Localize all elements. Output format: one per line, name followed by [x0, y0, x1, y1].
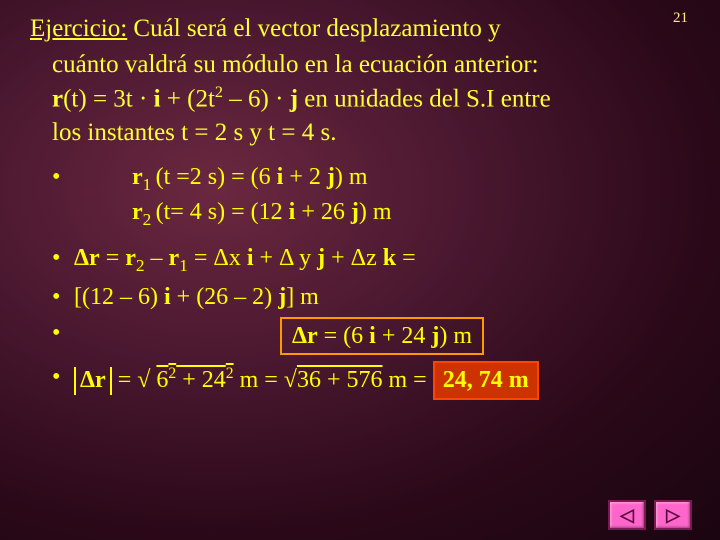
bullet-dot: •: [52, 161, 74, 193]
r2-m2: + 26: [295, 199, 351, 225]
bullet-numeric: • [(12 – 6) i + (26 – 2) j] m: [52, 281, 690, 313]
r1-j: j: [327, 164, 335, 190]
res-d: Δ: [292, 323, 307, 349]
mag-t1: 6: [156, 367, 168, 393]
delta-s1: 1: [179, 255, 188, 274]
eq-r: r: [52, 85, 63, 112]
eq-i: i: [154, 85, 161, 112]
r2-post: ) m: [359, 199, 392, 225]
delta-p2: + Δz: [325, 245, 383, 271]
r1-m1: (t =2 s) = (6: [156, 164, 277, 190]
eq-t3: – 6) ·: [223, 85, 290, 112]
r2-sub: 2: [143, 210, 156, 229]
delta-eq2: = Δx: [188, 245, 247, 271]
num-open: [(12 – 6): [74, 284, 164, 310]
res-r: r: [307, 323, 318, 349]
r2-j: j: [351, 199, 359, 225]
abs-bars: Δr: [74, 367, 112, 395]
delta-p1: + Δ y: [253, 245, 317, 271]
r2-sym: r: [132, 199, 143, 225]
title-line1: Cuál será el vector desplazamiento y: [127, 15, 500, 42]
next-button[interactable]: ▷: [654, 500, 692, 530]
nav-buttons: ◁ ▷: [608, 500, 692, 530]
delta-d: Δ: [74, 245, 89, 271]
eq-t2: + (2t: [161, 85, 215, 112]
eq-j: j: [290, 85, 298, 112]
bullet-dot: •: [52, 242, 74, 274]
sqrt1: 62 + 242: [156, 367, 233, 393]
mag-plus: + 24: [176, 367, 226, 393]
delta-j: j: [317, 245, 325, 271]
exercise-title: Ejercicio: Cuál será el vector desplazam…: [30, 12, 690, 149]
bullet-r1r2: • r1 (t =2 s) = (6 i + 2 j) m r2 (t= 4 s…: [52, 161, 690, 231]
res-eq: = (6: [318, 323, 370, 349]
mag-e2: 2: [226, 365, 234, 382]
bullet-dot: •: [52, 281, 74, 313]
mag-d: Δ: [80, 367, 95, 393]
mag-mid: m = √: [234, 367, 297, 393]
delta-minus: –: [145, 245, 169, 271]
bullet-magnitude: • Δr = √ 62 + 242 m = √36 + 576 m = 24, …: [52, 361, 690, 399]
bullet-result: • Δr = (6 i + 24 j) m: [52, 317, 690, 355]
delta-r1: r: [169, 245, 180, 271]
res-close: ) m: [439, 323, 472, 349]
r1-sub: 1: [143, 175, 156, 194]
eq-post: en unidades del S.I entre: [298, 85, 551, 112]
res-plus: + 24: [376, 323, 432, 349]
res-i: i: [369, 323, 376, 349]
r1-m2: + 2: [283, 164, 327, 190]
mag-post: m =: [382, 367, 432, 393]
delta-k: k: [383, 245, 396, 271]
delta-r2: r: [125, 245, 136, 271]
answer-box: 24, 74 m: [433, 361, 539, 399]
slide-number: 21: [673, 10, 688, 27]
num-mid: + (26 – 2): [171, 284, 279, 310]
delta-r: r: [89, 245, 100, 271]
title-line2: cuánto valdrá su módulo en la ecuación a…: [52, 51, 539, 78]
bullet-delta: • Δr = r2 – r1 = Δx i + Δ y j + Δz k =: [52, 242, 690, 277]
num-j: j: [278, 284, 286, 310]
r1-post: ) m: [335, 164, 368, 190]
prev-button[interactable]: ◁: [608, 500, 646, 530]
eq-t1: (t) = 3t ·: [63, 85, 153, 112]
delta-end: =: [396, 245, 416, 271]
title-line4: los instantes t = 2 s y t = 4 s.: [52, 119, 336, 146]
delta-s2: 2: [136, 255, 145, 274]
sqrt2: 36 + 576: [297, 367, 383, 393]
r2-m1: (t= 4 s) = (12: [156, 199, 289, 225]
delta-eq: =: [100, 245, 126, 271]
num-close: ] m: [286, 284, 319, 310]
bullet-dot: •: [52, 317, 74, 349]
r1-sym: r: [132, 164, 143, 190]
result-box: Δr = (6 i + 24 j) m: [280, 317, 484, 355]
bullet-dot: •: [52, 361, 74, 393]
num-i: i: [164, 284, 171, 310]
title-label: Ejercicio:: [30, 15, 127, 42]
mag-r: r: [95, 367, 106, 393]
eq-exp: 2: [215, 83, 223, 101]
mag-eq: = √: [112, 367, 157, 393]
